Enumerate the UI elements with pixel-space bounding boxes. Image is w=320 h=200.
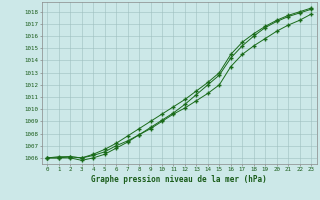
X-axis label: Graphe pression niveau de la mer (hPa): Graphe pression niveau de la mer (hPa) [91, 175, 267, 184]
